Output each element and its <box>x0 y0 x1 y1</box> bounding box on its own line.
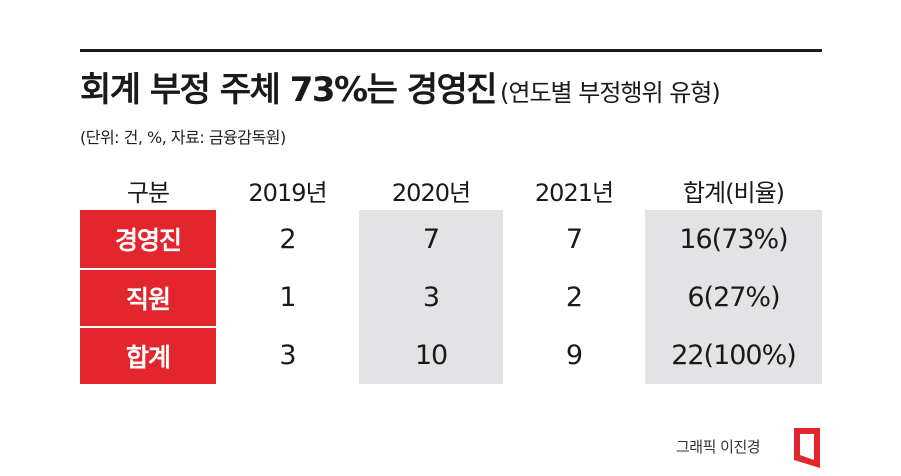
header-cell: 2019년 <box>248 178 327 207</box>
title-main: 회계 부정 주체 73%는 경영진 <box>80 70 498 110</box>
total-cell: 6(27%) <box>645 268 822 326</box>
table-row: 경영진 2 7 7 16(73%) <box>80 210 822 268</box>
data-table: 구분 2019년 2020년 2021년 합계(비율) 경영진 2 7 7 16… <box>80 170 822 384</box>
data-cell: 2 <box>279 223 296 255</box>
unit-source-note: (단위: 건, %, 자료: 금융감독원) <box>80 128 286 147</box>
red-bracket-logo-icon <box>794 428 820 468</box>
header-row: 구분 2019년 2020년 2021년 합계(비율) <box>80 170 822 210</box>
header-cell: 2021년 <box>534 178 614 207</box>
table-row: 직원 1 3 2 6(27%) <box>80 268 822 326</box>
total-cell: 22(100%) <box>645 326 822 384</box>
row-label: 합계 <box>80 326 216 384</box>
header-cell: 2020년 <box>391 178 471 207</box>
title-sub: (연도별 부정행위 유형) <box>500 79 721 107</box>
header-cell: 합계(비율) <box>682 178 785 207</box>
chart-title: 회계 부정 주체 73%는 경영진 (연도별 부정행위 유형) <box>80 62 721 111</box>
row-label: 직원 <box>80 268 216 326</box>
data-cell: 3 <box>359 268 503 326</box>
row-label: 경영진 <box>80 210 216 268</box>
header-cell: 구분 <box>126 178 170 207</box>
top-rule <box>80 49 822 52</box>
data-cell: 2 <box>565 281 583 313</box>
data-cell: 7 <box>359 210 503 268</box>
table-row: 합계 3 10 9 22(100%) <box>80 326 822 384</box>
data-cell: 7 <box>565 223 583 255</box>
total-cell: 16(73%) <box>645 210 822 268</box>
data-cell: 3 <box>279 339 296 371</box>
data-cell: 9 <box>565 339 583 371</box>
data-cell: 10 <box>359 326 503 384</box>
data-cell: 1 <box>279 281 296 313</box>
graphic-credit: 그래픽 이진경 <box>676 438 761 456</box>
